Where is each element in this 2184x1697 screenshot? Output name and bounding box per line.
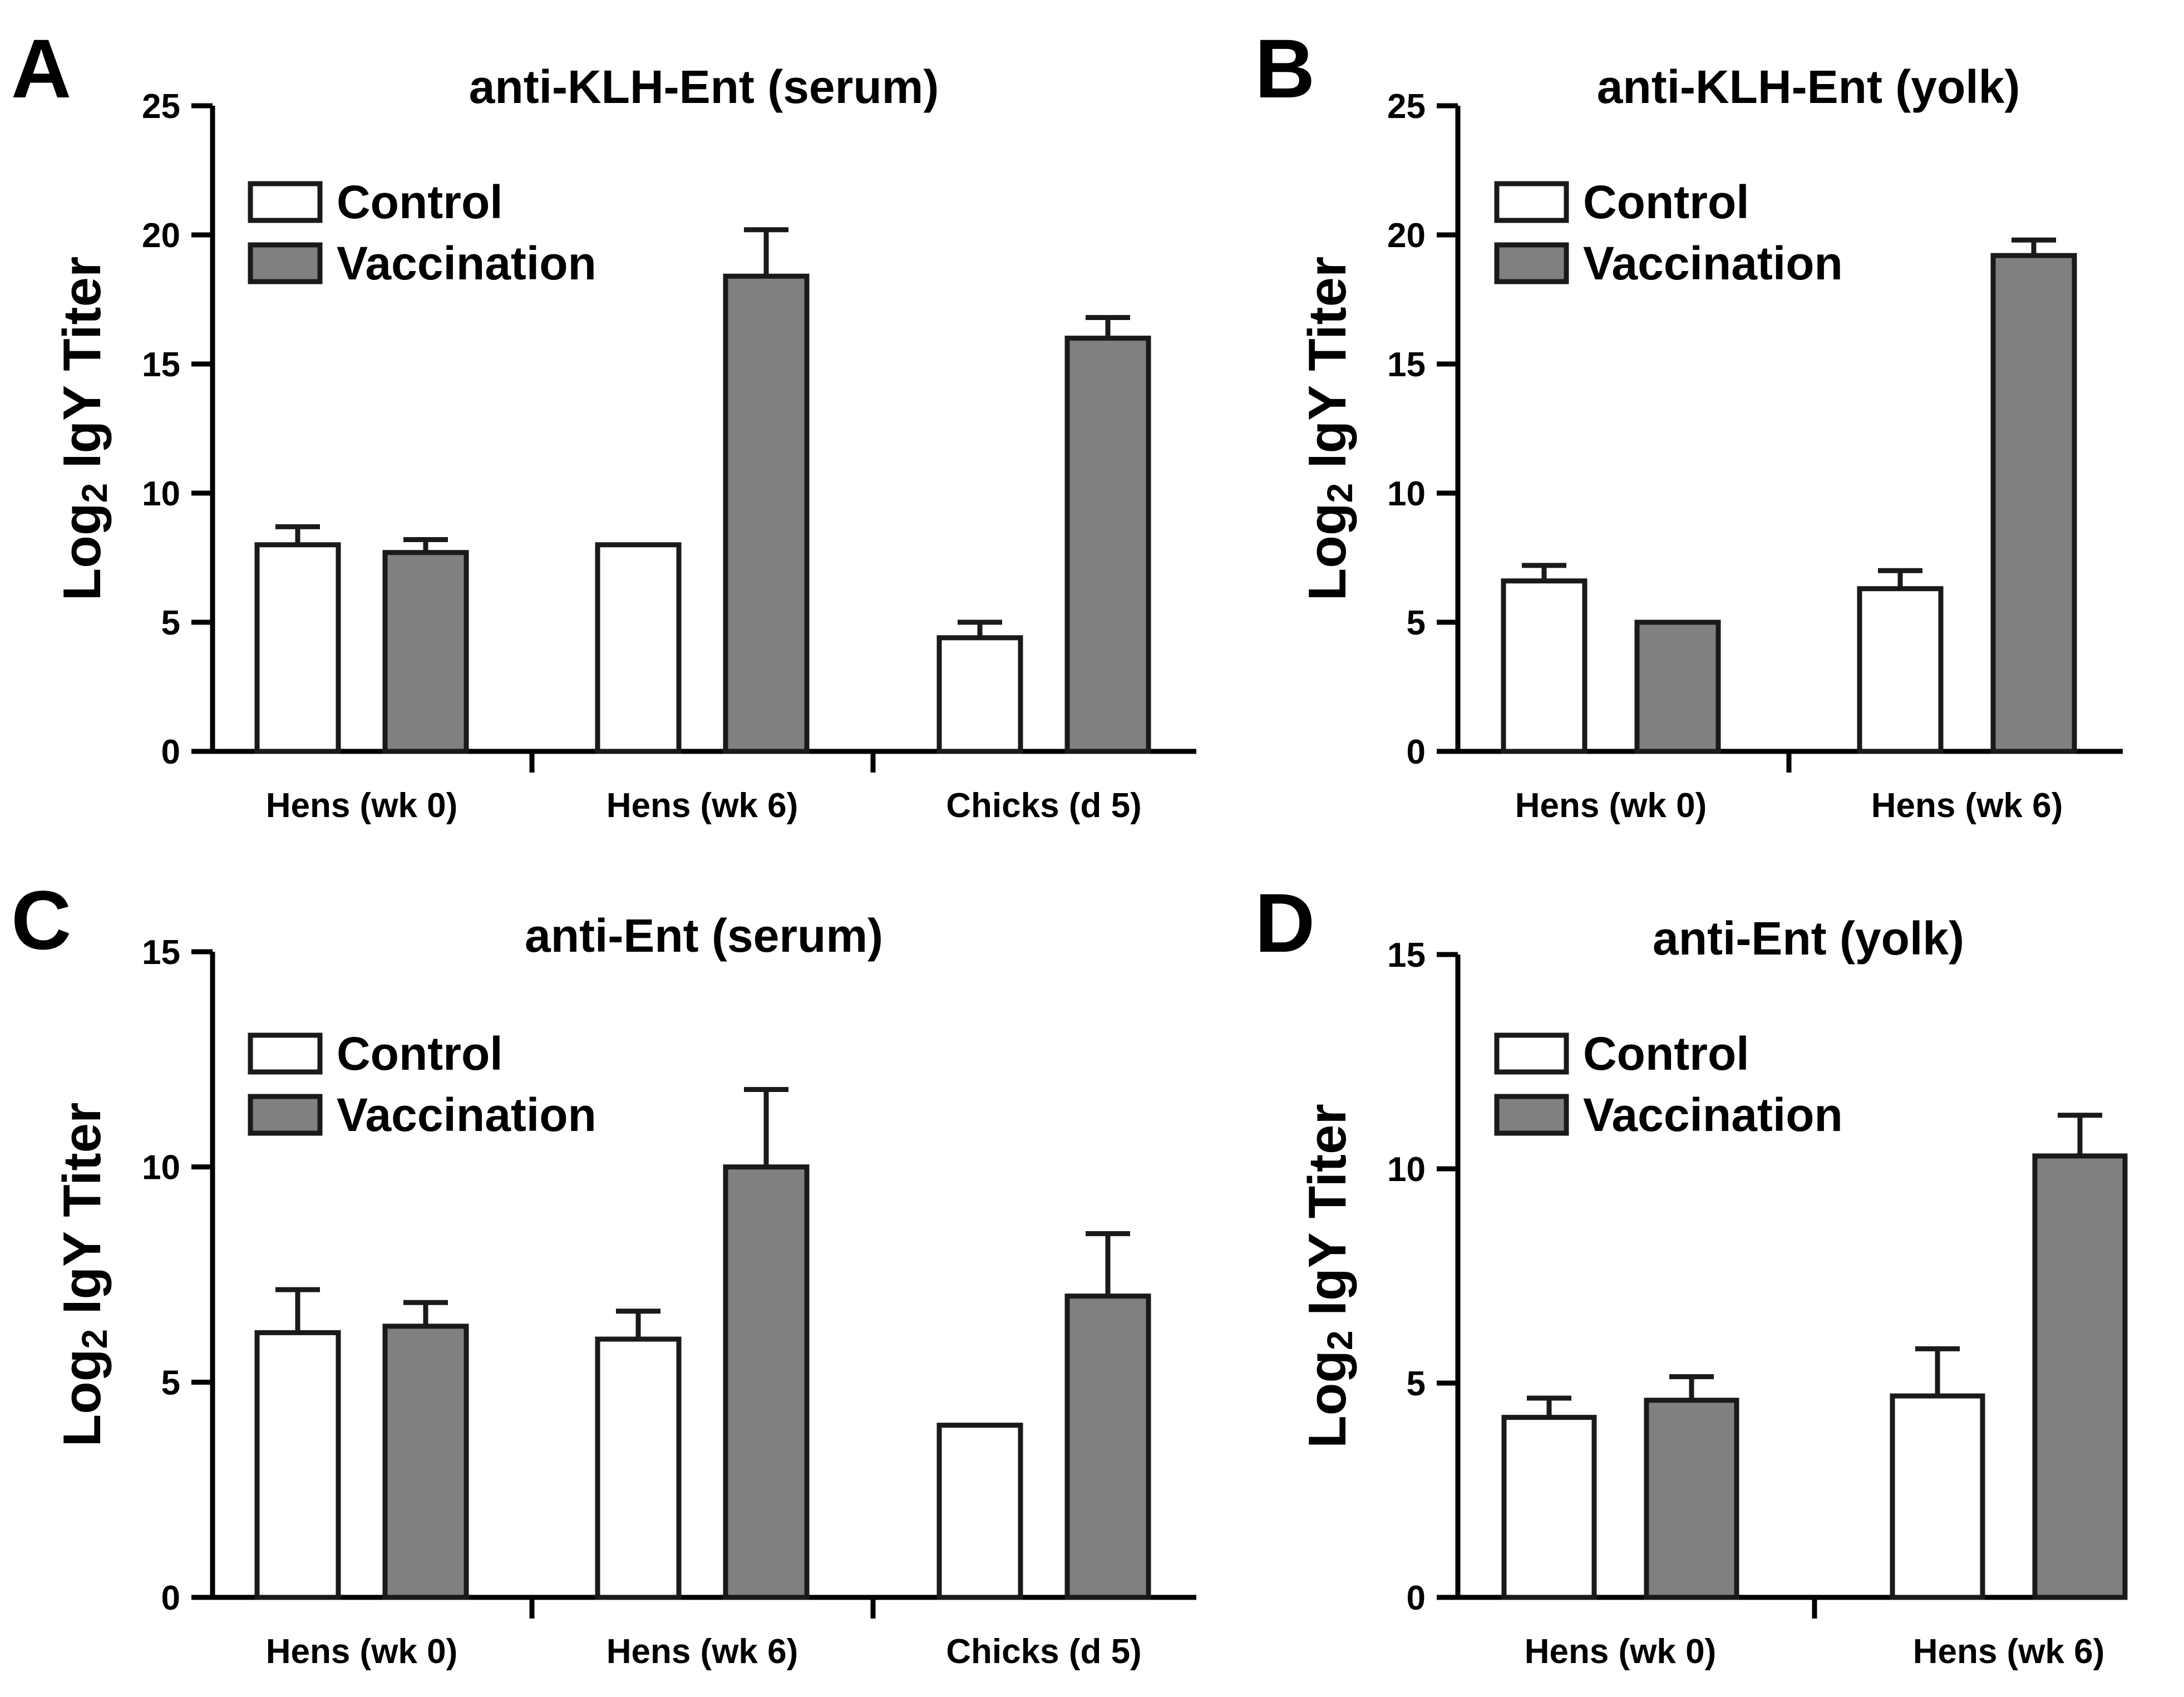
y-tick-label: 25 [1387, 87, 1426, 126]
legend-label-control: Control [1583, 1027, 1749, 1080]
legend-swatch-control [1494, 181, 1569, 223]
y-tick-label: 15 [1387, 936, 1426, 975]
y-tick-label: 10 [1387, 1150, 1426, 1189]
bar-vaccination [723, 273, 810, 754]
bar-vaccination [1990, 253, 2077, 754]
y-axis-label: Log2 IgY Titer [1298, 1104, 1360, 1448]
legend-label-vaccination: Vaccination [337, 237, 596, 289]
bar-vaccination [1634, 619, 1721, 754]
bar-control [936, 1423, 1023, 1600]
legend-label-control: Control [337, 176, 503, 228]
chart-title: anti-Ent (yolk) [1653, 912, 1964, 965]
y-tick-label: 5 [1407, 604, 1426, 642]
x-tick-label: Hens (wk 0) [266, 786, 458, 825]
bar-vaccination [382, 1324, 469, 1600]
legend-swatch-vaccination [248, 1094, 323, 1136]
chart-title: anti-KLH-Ent (yolk) [1597, 61, 2020, 113]
y-tick-label: 5 [161, 604, 180, 642]
bar-control [936, 635, 1023, 754]
y-tick-label: 25 [142, 87, 180, 126]
legend-label-vaccination: Vaccination [1583, 1089, 1843, 1141]
bar-vaccination [2032, 1153, 2128, 1600]
panel-letter: D [1255, 876, 1315, 970]
y-axis-label: Log2 IgY Titer [1298, 257, 1360, 601]
y-tick-label: 10 [142, 1149, 180, 1187]
y-tick-label: 15 [142, 346, 180, 384]
legend-label-control: Control [1583, 176, 1749, 228]
chart-title: anti-Ent (serum) [525, 909, 883, 962]
legend-swatch-control [248, 1032, 323, 1075]
legend-label-vaccination: Vaccination [1583, 237, 1843, 289]
y-tick-label: 0 [1407, 1579, 1426, 1617]
chart-title: anti-KLH-Ent (serum) [469, 61, 939, 113]
y-axis-label: Log2 IgY Titer [52, 1103, 115, 1447]
legend-swatch-vaccination [1494, 1094, 1569, 1136]
bar-control [1501, 578, 1588, 754]
legend-swatch-vaccination [1494, 242, 1569, 284]
legend-swatch-control [1494, 1032, 1569, 1075]
bar-control [595, 542, 682, 754]
y-tick-label: 15 [1387, 346, 1426, 384]
legend-label-vaccination: Vaccination [337, 1089, 596, 1141]
y-tick-label: 10 [1387, 475, 1426, 513]
bar-control [595, 1336, 682, 1600]
x-tick-label: Hens (wk 6) [607, 786, 798, 825]
bar-control [1857, 586, 1944, 754]
bar-vaccination [1644, 1398, 1739, 1600]
bar-vaccination [723, 1164, 810, 1600]
y-tick-label: 5 [1407, 1365, 1426, 1403]
legend-swatch-control [248, 181, 323, 223]
x-tick-label: Hens (wk 0) [1525, 1632, 1717, 1671]
bar-control [1890, 1393, 1985, 1600]
bar-vaccination [382, 550, 469, 754]
y-tick-label: 0 [1407, 733, 1426, 771]
y-tick-label: 0 [161, 1579, 180, 1617]
panel-letter: A [11, 22, 71, 115]
y-tick-label: 10 [142, 475, 180, 513]
bar-vaccination [1064, 1293, 1151, 1600]
legend-label-control: Control [337, 1027, 503, 1080]
y-tick-label: 20 [1387, 217, 1426, 255]
y-axis-label: Log2 IgY Titer [52, 257, 115, 601]
x-tick-label: Hens (wk 0) [266, 1632, 458, 1671]
panel-letter: C [11, 873, 71, 967]
bar-control [1501, 1415, 1597, 1600]
x-tick-label: Chicks (d 5) [946, 786, 1141, 825]
bar-control [254, 542, 341, 754]
y-tick-label: 20 [142, 217, 180, 255]
y-tick-label: 15 [142, 933, 180, 972]
x-tick-label: Hens (wk 6) [607, 1632, 798, 1671]
bar-vaccination [1064, 336, 1151, 754]
x-tick-label: Chicks (d 5) [946, 1632, 1141, 1671]
bar-control [254, 1330, 341, 1600]
panel-letter: B [1255, 22, 1315, 115]
y-tick-label: 0 [161, 733, 180, 771]
legend-swatch-vaccination [248, 242, 323, 284]
x-tick-label: Hens (wk 6) [1871, 786, 2063, 825]
y-tick-label: 5 [161, 1364, 180, 1402]
x-tick-label: Hens (wk 6) [1913, 1632, 2105, 1671]
x-tick-label: Hens (wk 0) [1515, 786, 1707, 825]
